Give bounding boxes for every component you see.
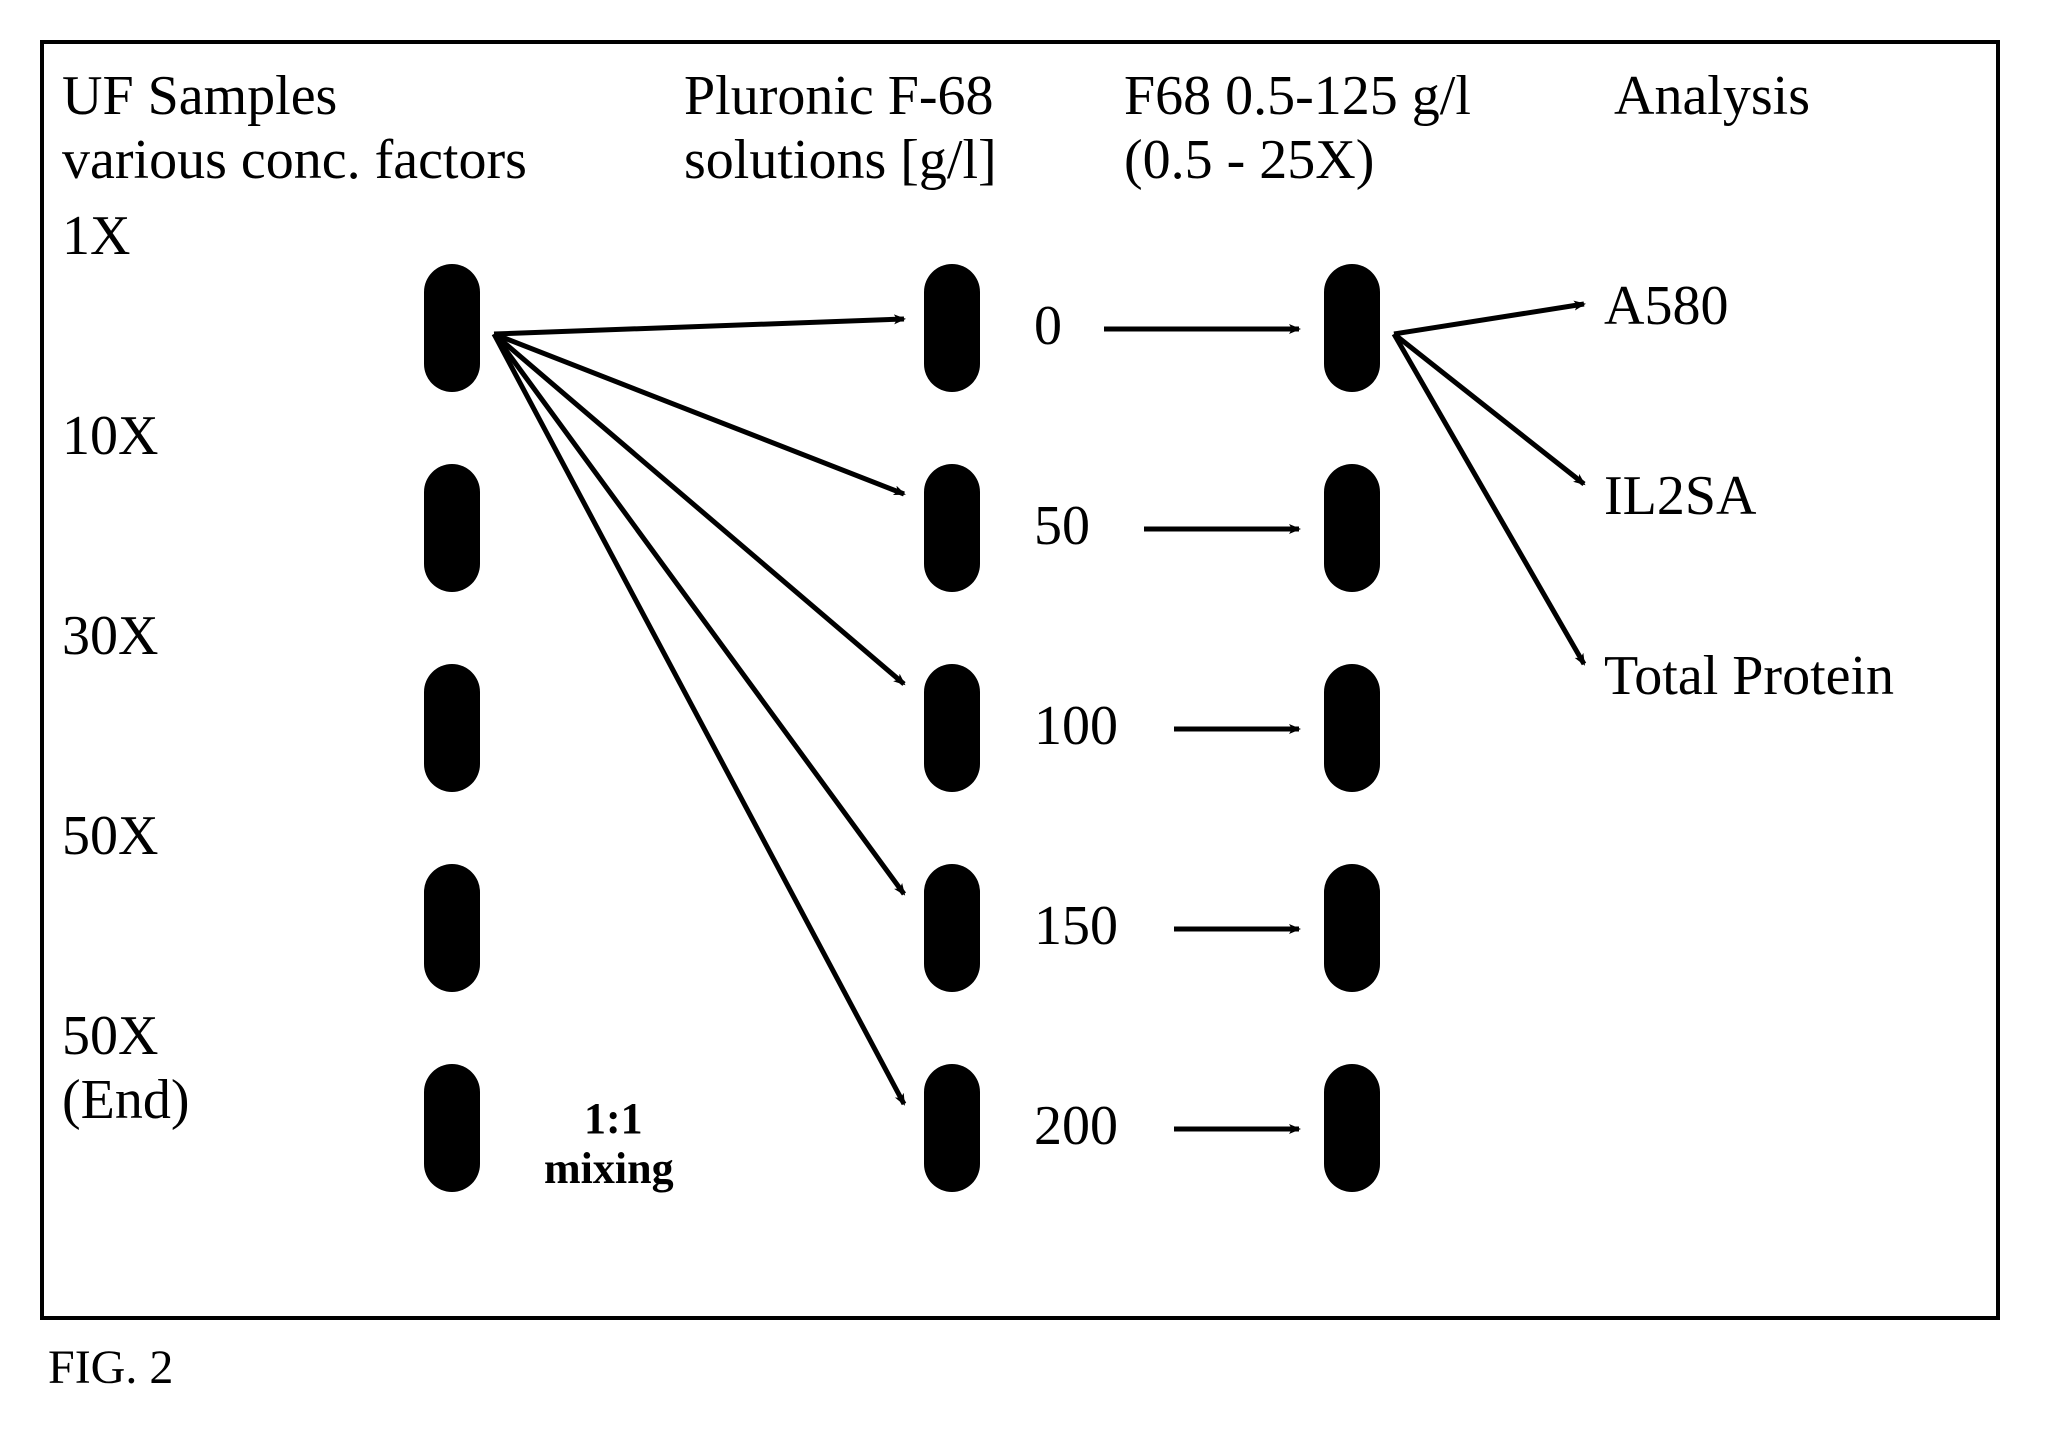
tube-mix-2 — [1324, 464, 1380, 592]
uf-label-1x: 1X — [62, 204, 130, 268]
mixing-label-line2: mixing — [544, 1144, 674, 1195]
tube-mix-4 — [1324, 864, 1380, 992]
uf-label-30x: 30X — [62, 604, 158, 668]
figure-caption: FIG. 2 — [48, 1340, 2008, 1395]
header-col1-line2: various conc. factors — [62, 128, 527, 192]
header-col1-line1: UF Samples — [62, 64, 337, 128]
tube-pluronic-1 — [924, 264, 980, 392]
pluronic-value-50: 50 — [1034, 494, 1090, 558]
pluronic-value-200: 200 — [1034, 1094, 1118, 1158]
tube-uf-1 — [424, 264, 480, 392]
tube-uf-3 — [424, 664, 480, 792]
uf-label-50x-end-b: (End) — [62, 1068, 190, 1132]
tube-pluronic-4 — [924, 864, 980, 992]
pluronic-value-0: 0 — [1034, 294, 1062, 358]
uf-label-50x-end-a: 50X — [62, 1004, 158, 1068]
tube-pluronic-3 — [924, 664, 980, 792]
pluronic-value-150: 150 — [1034, 894, 1118, 958]
tube-uf-5 — [424, 1064, 480, 1192]
figure-box: UF Samples various conc. factors Pluroni… — [40, 40, 2000, 1320]
tube-mix-1 — [1324, 264, 1380, 392]
uf-label-50x: 50X — [62, 804, 158, 868]
header-col2-line1: Pluronic F-68 — [684, 64, 994, 128]
analysis-total-protein: Total Protein — [1604, 644, 1894, 708]
uf-label-10x: 10X — [62, 404, 158, 468]
tube-uf-2 — [424, 464, 480, 592]
tube-mix-5 — [1324, 1064, 1380, 1192]
tube-pluronic-5 — [924, 1064, 980, 1192]
analysis-il2sa: IL2SA — [1604, 464, 1756, 528]
mixing-label-line1: 1:1 — [584, 1094, 643, 1145]
analysis-a580: A580 — [1604, 274, 1728, 338]
tube-mix-3 — [1324, 664, 1380, 792]
tube-uf-4 — [424, 864, 480, 992]
pluronic-value-100: 100 — [1034, 694, 1118, 758]
header-col4-line1: Analysis — [1614, 64, 1810, 128]
header-col3-line1: F68 0.5-125 g/l — [1124, 64, 1471, 128]
header-col3-line2: (0.5 - 25X) — [1124, 128, 1374, 192]
header-col2-line2: solutions [g/l] — [684, 128, 997, 192]
tube-pluronic-2 — [924, 464, 980, 592]
